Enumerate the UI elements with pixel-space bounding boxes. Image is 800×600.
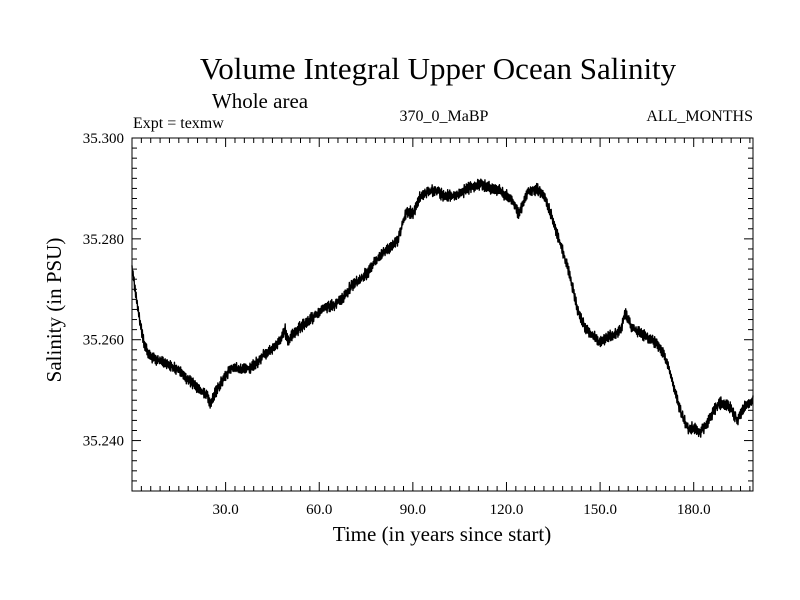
x-axis-ticks [140, 138, 751, 491]
y-tick-label: 35.260 [83, 333, 124, 349]
plot-frame [131, 137, 754, 492]
y-axis-label: Salinity (in PSU) [42, 238, 66, 383]
x-tick-label: 120.0 [490, 502, 524, 518]
y-tick-label: 35.240 [83, 434, 124, 450]
x-tick-label: 30.0 [212, 502, 238, 518]
series-line-salinity [131, 178, 754, 438]
y-tick-label: 35.280 [83, 232, 124, 248]
period-label: 370_0_MaBP [400, 108, 489, 125]
x-tick-label: 90.0 [400, 502, 426, 518]
y-axis-tick-labels: 35.240 35.260 35.280 35.300 [83, 131, 124, 450]
chart-subtitle: Whole area [212, 89, 309, 113]
x-axis-label: Time (in years since start) [333, 522, 552, 546]
months-label: ALL_MONTHS [646, 108, 753, 125]
x-tick-label: 150.0 [583, 502, 617, 518]
x-tick-label: 60.0 [306, 502, 332, 518]
experiment-label: Expt = texmw [133, 115, 224, 132]
y-tick-label: 35.300 [83, 131, 124, 147]
x-tick-label: 180.0 [677, 502, 711, 518]
y-axis-ticks [132, 147, 753, 482]
chart-title: Volume Integral Upper Ocean Salinity [200, 51, 677, 86]
x-axis-tick-labels: 30.0 60.0 90.0 120.0 150.0 180.0 [212, 502, 710, 518]
